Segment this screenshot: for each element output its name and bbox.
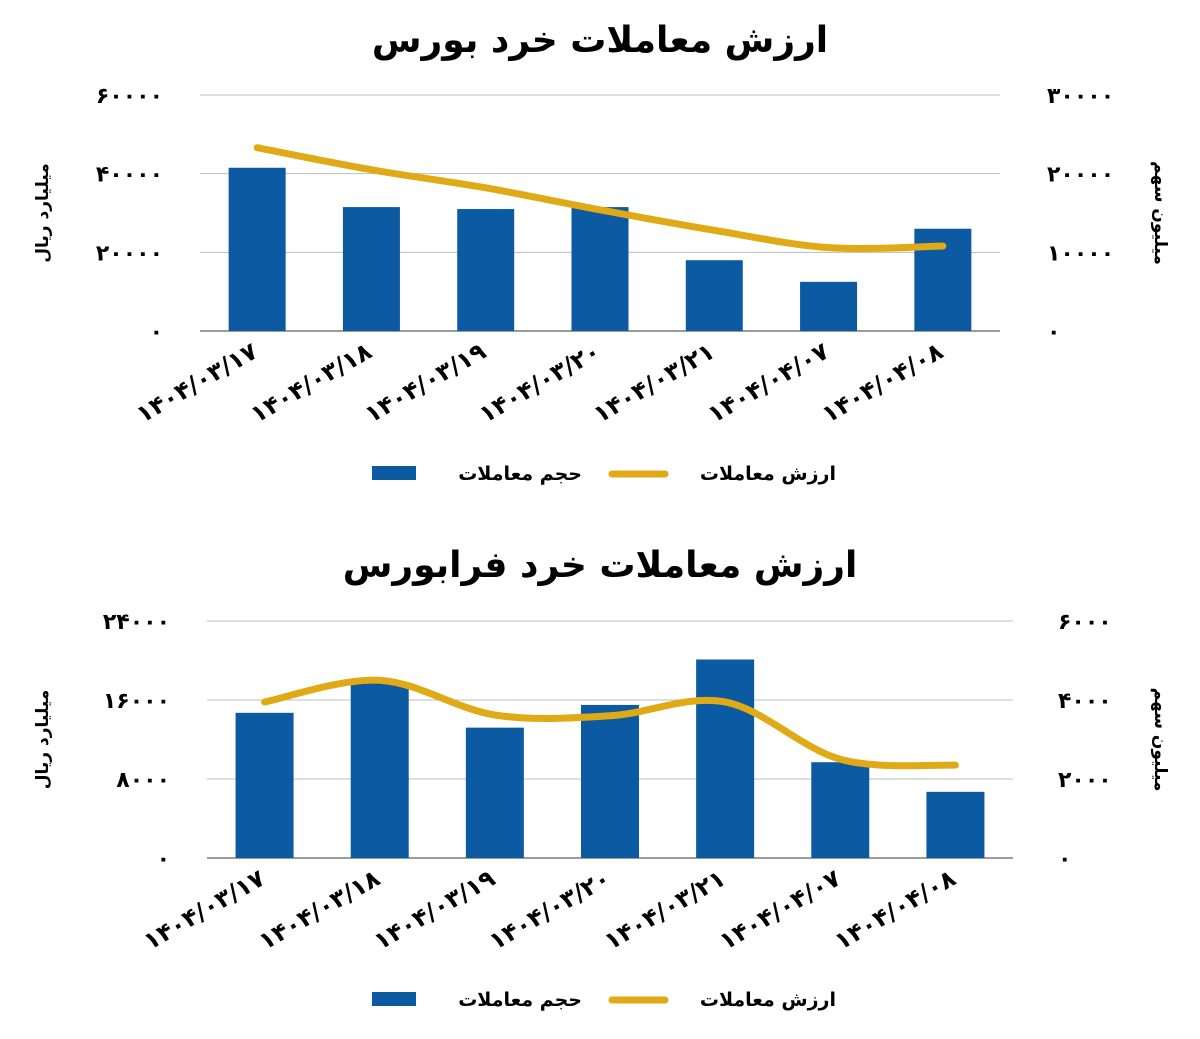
- legend-line-label: ارزش معاملات: [700, 989, 836, 1011]
- chart-2: ارزش معاملات خرد فرابورس ۰ ۰ ۸۰۰۰ ۲۰۰۰ ۱۶۰۰۰ ۴…: [33, 545, 1170, 1011]
- right-tick-label: ۳۰۰۰۰: [1047, 84, 1114, 109]
- right-tick-label: ۰: [1047, 320, 1060, 345]
- left-tick-label: ۰: [157, 847, 170, 872]
- bar: [351, 682, 409, 858]
- x-tick-label: ۱۴۰۴/۰۳/۱۷: [139, 864, 270, 956]
- left-axis-label: میلیارد ریال: [33, 163, 53, 262]
- left-axis-label: میلیارد ریال: [33, 690, 53, 789]
- chart-title: ارزش معاملات خرد بورس: [372, 20, 828, 61]
- chart-title: ارزش معاملات خرد فرابورس: [343, 545, 858, 586]
- bar: [572, 207, 629, 331]
- right-tick-label: ۴۰۰۰: [1058, 689, 1112, 714]
- x-tick-label: ۱۴۰۴/۰۴/۰۸: [830, 864, 961, 956]
- left-tick-label: ۲۰۰۰۰: [96, 241, 163, 266]
- x-tick-label: ۱۴۰۴/۰۳/۲۱: [599, 864, 730, 956]
- x-tick-label: ۱۴۰۴/۰۳/۲۱: [589, 337, 720, 429]
- bar: [696, 660, 754, 858]
- left-tick-label: ۱۶۰۰۰: [103, 689, 170, 714]
- bar: [800, 282, 857, 331]
- legend-bar-swatch: [372, 992, 416, 1006]
- x-tick-label: ۱۴۰۴/۰۳/۱۹: [360, 337, 491, 429]
- bar: [811, 762, 869, 858]
- x-tick-label: ۱۴۰۴/۰۳/۱۹: [369, 864, 500, 956]
- legend-bar-label: حجم معاملات: [458, 463, 582, 485]
- right-tick-label: ۱۰۰۰۰: [1047, 241, 1114, 266]
- right-tick-label: ۰: [1058, 847, 1071, 872]
- left-tick-label: ۲۴۰۰۰: [103, 610, 170, 635]
- right-tick-label: ۶۰۰۰: [1058, 610, 1112, 635]
- legend-bar-label: حجم معاملات: [458, 989, 582, 1011]
- x-tick-label: ۱۴۰۴/۰۴/۰۸: [817, 337, 948, 429]
- right-tick-label: ۲۰۰۰: [1058, 768, 1112, 793]
- left-tick-label: ۴۰۰۰۰: [96, 163, 163, 188]
- bar: [466, 728, 524, 858]
- x-tick-label: ۱۴۰۴/۰۳/۲۰: [474, 337, 605, 429]
- x-tick-label: ۱۴۰۴/۰۳/۱۷: [131, 337, 262, 429]
- left-tick-label: ۸۰۰۰: [116, 768, 170, 793]
- left-tick-label: ۶۰۰۰۰: [96, 84, 163, 109]
- right-axis-label: میلیون سهم: [1150, 688, 1170, 792]
- bar: [686, 260, 743, 331]
- x-tick-label: ۱۴۰۴/۰۳/۱۸: [246, 337, 377, 429]
- bar: [457, 209, 514, 331]
- chart-1: ارزش معاملات خرد بورس ۰ ۰ ۲۰۰۰۰ ۱۰۰۰۰ ۴۰۰۰۰ ۲۰…: [33, 20, 1170, 485]
- legend-line-label: ارزش معاملات: [700, 463, 836, 485]
- legend-bar-swatch: [372, 466, 416, 480]
- x-tick-label: ۱۴۰۴/۰۴/۰۷: [715, 864, 846, 956]
- x-tick-label: ۱۴۰۴/۰۳/۱۸: [254, 864, 385, 956]
- left-tick-label: ۰: [150, 320, 163, 345]
- bar: [236, 713, 294, 858]
- bar: [581, 705, 639, 858]
- right-axis-label: میلیون سهم: [1150, 161, 1170, 265]
- bar: [926, 792, 984, 858]
- x-tick-label: ۱۴۰۴/۰۳/۲۰: [484, 864, 615, 956]
- bar: [229, 168, 286, 331]
- right-tick-label: ۲۰۰۰۰: [1047, 163, 1114, 188]
- bar: [343, 207, 400, 331]
- x-tick-label: ۱۴۰۴/۰۴/۰۷: [703, 337, 834, 429]
